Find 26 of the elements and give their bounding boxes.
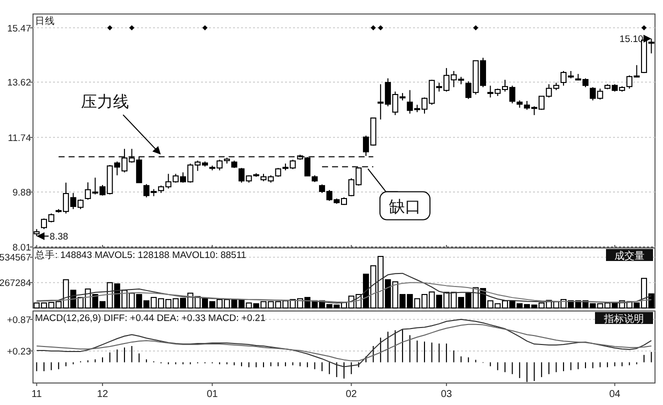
annotation: 8.38 <box>50 232 68 243</box>
annotation: 缺口 <box>388 198 421 216</box>
x-tick-label: 12 <box>96 389 109 400</box>
annotation: 压力线 <box>81 92 130 111</box>
y-tick-label: +0.23 <box>6 346 31 358</box>
line-series <box>36 282 652 303</box>
y-tick-label: 8.01 <box>12 242 31 254</box>
chart-title: 总手: 148843 MAVOL5: 128188 MAVOL10: 88511 <box>34 249 246 261</box>
y-tick-label: +0.87 <box>6 314 31 326</box>
annotation: 指标说明 <box>603 313 644 325</box>
x-tick-label: 04 <box>609 389 621 400</box>
annotation: 15.10 <box>620 34 644 46</box>
y-tick-label: 11.74 <box>8 132 31 144</box>
line-series <box>36 324 652 362</box>
x-tick-label: 01 <box>206 389 218 400</box>
y-tick-label: 13.62 <box>7 78 31 89</box>
y-tick-label: 9.88 <box>12 188 31 199</box>
x-tick-label: 11 <box>31 389 42 400</box>
y-tick-label: 15.47 <box>7 23 31 34</box>
x-tick-label: 02 <box>346 389 358 400</box>
chart-title: 日线 <box>35 15 55 27</box>
y-tick-label: 534567 <box>0 252 31 264</box>
chart-title: MACD(12,26,9) DIFF: +0.44 DEA: +0.33 MACD: +0.21 <box>35 313 266 324</box>
y-tick-label: 267284 <box>0 278 31 290</box>
x-tick-label: 03 <box>440 389 452 400</box>
annotation: 成交量 <box>614 250 644 262</box>
